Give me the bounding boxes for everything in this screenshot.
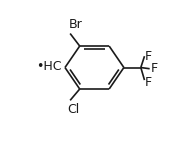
Text: F: F bbox=[151, 62, 158, 75]
Text: •HC: •HC bbox=[36, 60, 61, 73]
Text: F: F bbox=[145, 50, 152, 63]
Text: F: F bbox=[145, 76, 152, 89]
Text: Br: Br bbox=[69, 18, 82, 31]
Text: Cl: Cl bbox=[67, 103, 79, 116]
